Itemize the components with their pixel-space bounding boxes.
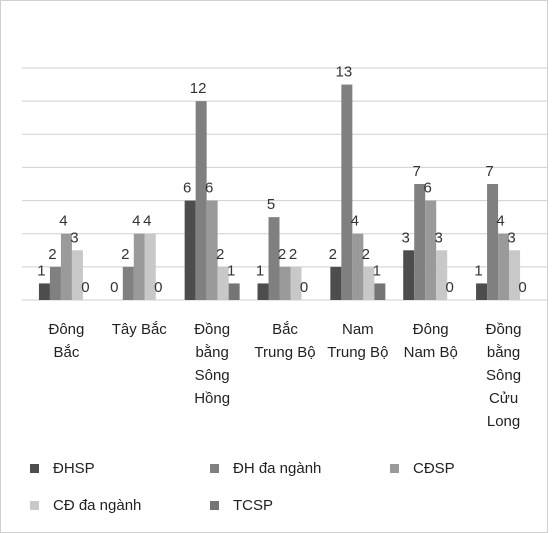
legend-swatch <box>30 464 39 473</box>
bar <box>425 200 437 300</box>
data-label: 6 <box>205 180 213 197</box>
data-label: 1 <box>256 262 264 279</box>
data-label: 3 <box>402 229 410 246</box>
bar <box>257 283 269 300</box>
legend-swatch <box>210 464 219 473</box>
legend-swatch <box>390 464 399 473</box>
bar <box>60 233 72 300</box>
data-label: 3 <box>507 229 515 246</box>
data-label: 2 <box>329 246 337 263</box>
data-label: 2 <box>121 246 129 263</box>
bar <box>228 283 240 300</box>
data-label: 4 <box>496 213 504 230</box>
data-label: 12 <box>190 80 207 97</box>
data-label: 4 <box>143 213 151 230</box>
x-tick-label: Đồng bằng Sông Hồng <box>194 321 231 407</box>
legend-label: CĐ đa ngành <box>53 497 142 514</box>
data-label: 0 <box>154 279 162 296</box>
legend-label: ĐH đa ngành <box>233 460 322 477</box>
bar <box>133 233 145 300</box>
x-tick-label: Bắc Trung Bộ <box>254 321 316 361</box>
data-label: 1 <box>227 262 235 279</box>
legend-item: TCSP <box>210 497 273 514</box>
bar <box>363 266 375 300</box>
data-label: 2 <box>289 246 297 263</box>
data-label: 5 <box>267 196 275 213</box>
data-label: 4 <box>132 213 140 230</box>
bar <box>279 266 291 300</box>
bar <box>49 266 61 300</box>
legend-swatch <box>210 501 219 510</box>
data-label: 0 <box>110 279 118 296</box>
bar <box>414 184 426 300</box>
data-label: 1 <box>37 262 45 279</box>
data-label: 1 <box>373 262 381 279</box>
bar <box>476 283 488 300</box>
bar <box>330 266 342 300</box>
x-tick-label: Nam Trung Bộ <box>327 321 389 361</box>
bar <box>144 233 156 300</box>
data-label: 3 <box>70 229 78 246</box>
legend-label: CĐSP <box>413 460 455 477</box>
bar <box>217 266 229 300</box>
data-label: 6 <box>424 180 432 197</box>
bar <box>122 266 134 300</box>
legend-label: ĐHSP <box>53 460 95 477</box>
x-tick-label: Tây Bắc <box>111 321 167 338</box>
x-tick-label: Đông Nam Bộ <box>403 321 458 361</box>
bar <box>71 250 83 300</box>
bar <box>290 266 302 300</box>
bar <box>498 233 510 300</box>
bar <box>184 200 196 300</box>
bar <box>341 84 353 300</box>
data-label: 4 <box>351 213 359 230</box>
data-label: 0 <box>446 279 454 296</box>
data-label: 4 <box>59 213 67 230</box>
legend-swatch <box>30 501 39 510</box>
data-label: 2 <box>216 246 224 263</box>
bar <box>403 250 415 300</box>
bar <box>195 101 207 301</box>
data-label: 2 <box>48 246 56 263</box>
data-label: 3 <box>435 229 443 246</box>
x-tick-label: Đông Bắc <box>48 321 85 361</box>
data-label: 2 <box>278 246 286 263</box>
bar <box>487 184 499 300</box>
legend-item: ĐH đa ngành <box>210 460 321 477</box>
bar <box>352 233 364 300</box>
bar <box>436 250 448 300</box>
bar <box>509 250 521 300</box>
legend-item: CĐ đa ngành <box>30 497 141 514</box>
x-tick-label: Đồng bằng Sông Cửu Long <box>485 321 522 430</box>
legend-item: CĐSP <box>390 460 455 477</box>
data-label: 13 <box>336 64 353 81</box>
bar <box>374 283 386 300</box>
bar <box>206 200 218 300</box>
legend-item: ĐHSP <box>30 460 95 477</box>
data-label: 2 <box>362 246 370 263</box>
data-label: 0 <box>300 279 308 296</box>
data-label: 7 <box>413 163 421 180</box>
data-label: 0 <box>81 279 89 296</box>
bar <box>268 217 280 300</box>
bar <box>38 283 50 300</box>
legend-label: TCSP <box>233 497 274 514</box>
data-label: 0 <box>518 279 526 296</box>
data-label: 1 <box>474 262 482 279</box>
data-label: 6 <box>183 180 191 197</box>
data-label: 7 <box>485 163 493 180</box>
